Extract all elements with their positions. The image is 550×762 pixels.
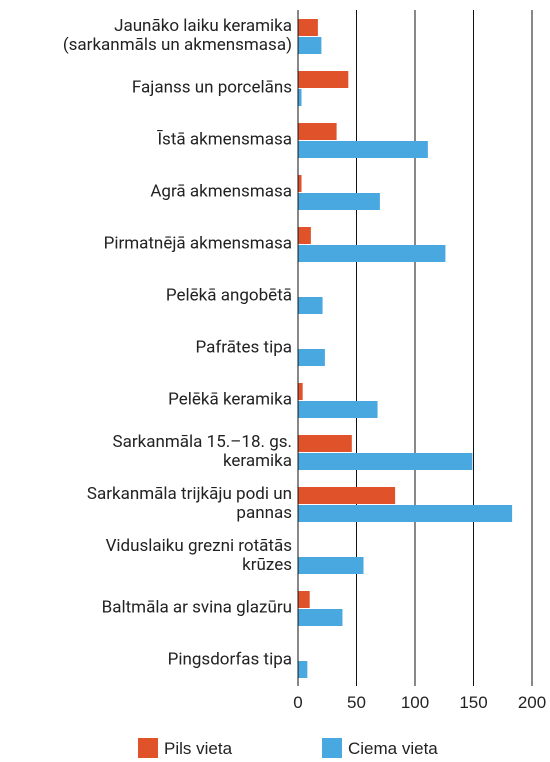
category-label: Viduslaiku grezni rotātās krūzes	[105, 536, 292, 575]
bar	[298, 141, 428, 158]
bar	[298, 591, 310, 608]
category-label: Pelēkā angobētā	[165, 285, 292, 306]
category-label: Pingsdorfas tipa	[167, 649, 292, 670]
bar	[298, 435, 352, 452]
legend-swatch	[322, 738, 342, 758]
category-label: Īstā akmensmasa	[157, 129, 292, 150]
x-tick-label: 0	[293, 693, 302, 712]
bar	[298, 175, 302, 192]
category-label: Agrā akmensmasa	[150, 181, 292, 202]
bar	[298, 661, 308, 678]
category-label: Pelēkā keramika	[168, 389, 292, 410]
bar	[298, 227, 311, 244]
category-label: Sarkanmāla trijkāju podi un pannas	[86, 484, 292, 523]
bar	[298, 557, 364, 574]
x-tick-label: 150	[459, 693, 487, 712]
category-label: Jaunāko laiku keramika (sarkanmāls un ak…	[62, 16, 292, 55]
bar	[298, 487, 396, 504]
bar	[298, 19, 318, 36]
bar	[298, 37, 322, 54]
legend-label: Pils vieta	[164, 739, 233, 758]
category-label: Baltmāla ar svina glazūru	[101, 597, 292, 618]
x-tick-label: 50	[347, 693, 366, 712]
x-tick-label: 100	[401, 693, 429, 712]
bar	[298, 349, 325, 366]
bar	[298, 297, 323, 314]
bar	[298, 401, 378, 418]
bar	[298, 123, 337, 140]
bar	[298, 71, 349, 88]
bar	[298, 505, 513, 522]
legend-swatch	[138, 738, 158, 758]
category-label: Fajanss un porcelāns	[131, 77, 292, 98]
bar	[298, 383, 303, 400]
bar	[298, 193, 380, 210]
category-label: Pirmatnējā akmensmasa	[103, 233, 292, 254]
x-tick-label: 200	[518, 693, 546, 712]
bar	[298, 245, 446, 262]
category-label: Pafrātes tipa	[195, 337, 292, 358]
category-label: Sarkanmāla 15.–18. gs. keramika	[112, 432, 292, 471]
bar	[298, 609, 343, 626]
legend-label: Ciema vieta	[348, 739, 438, 758]
bar	[298, 89, 302, 106]
bar	[298, 453, 473, 470]
